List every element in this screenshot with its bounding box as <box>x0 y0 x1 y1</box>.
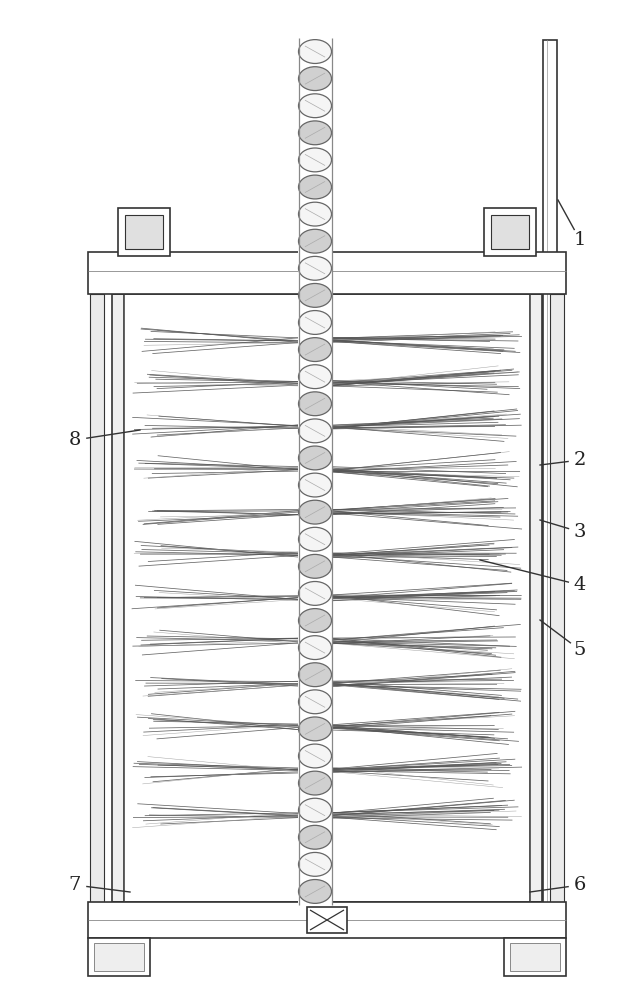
Ellipse shape <box>298 527 331 551</box>
Bar <box>530 294 542 902</box>
Ellipse shape <box>298 365 331 389</box>
Text: 5: 5 <box>574 641 586 659</box>
Text: 7: 7 <box>69 876 81 894</box>
Ellipse shape <box>298 338 331 361</box>
Bar <box>298 38 332 905</box>
Ellipse shape <box>298 229 331 253</box>
Ellipse shape <box>298 283 331 307</box>
Ellipse shape <box>298 880 331 903</box>
Ellipse shape <box>298 744 331 768</box>
Ellipse shape <box>298 121 331 145</box>
Ellipse shape <box>298 500 331 524</box>
Ellipse shape <box>298 446 331 470</box>
Ellipse shape <box>298 392 331 416</box>
Bar <box>90 294 104 902</box>
Bar <box>491 215 529 249</box>
Ellipse shape <box>298 609 331 632</box>
Ellipse shape <box>298 663 331 687</box>
Ellipse shape <box>298 582 331 605</box>
Text: 1: 1 <box>574 231 586 249</box>
Ellipse shape <box>298 771 331 795</box>
Ellipse shape <box>298 311 331 334</box>
Text: 8: 8 <box>69 431 81 449</box>
Ellipse shape <box>298 148 331 172</box>
Bar <box>88 252 566 294</box>
Ellipse shape <box>298 825 331 849</box>
Ellipse shape <box>298 690 331 714</box>
Bar <box>118 208 170 256</box>
Bar <box>550 294 564 902</box>
Text: 6: 6 <box>574 876 586 894</box>
Text: 4: 4 <box>574 576 586 594</box>
Ellipse shape <box>298 40 331 63</box>
Ellipse shape <box>298 256 331 280</box>
Bar <box>125 215 163 249</box>
Ellipse shape <box>298 419 331 443</box>
Ellipse shape <box>298 852 331 876</box>
Ellipse shape <box>298 175 331 199</box>
Ellipse shape <box>298 798 331 822</box>
Ellipse shape <box>298 67 331 91</box>
Ellipse shape <box>298 636 331 660</box>
Bar <box>504 938 566 976</box>
Bar <box>543 40 557 932</box>
Text: 3: 3 <box>574 523 586 541</box>
Ellipse shape <box>298 473 331 497</box>
Bar <box>88 902 566 938</box>
Bar <box>94 943 144 971</box>
Bar <box>510 943 560 971</box>
Bar <box>307 907 347 933</box>
Text: 2: 2 <box>574 451 586 469</box>
Ellipse shape <box>298 94 331 118</box>
Bar <box>112 294 124 902</box>
Bar <box>88 938 150 976</box>
Ellipse shape <box>298 717 331 741</box>
Ellipse shape <box>298 554 331 578</box>
Ellipse shape <box>298 202 331 226</box>
Bar <box>484 208 536 256</box>
